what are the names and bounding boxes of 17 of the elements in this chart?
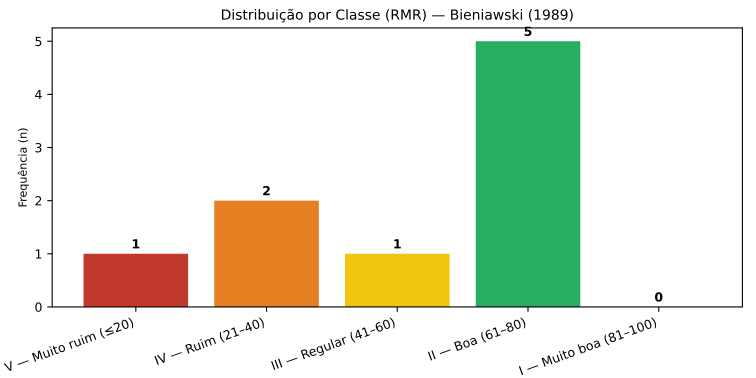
bar	[84, 254, 188, 307]
bar	[344, 254, 450, 307]
chart-title: Distribuição por Classe (RMR) — Bieniawski (1989)	[222, 8, 573, 23]
y-tick-label: 4	[35, 90, 42, 100]
y-tick-label: 5	[35, 36, 42, 46]
data-label: 1	[132, 239, 140, 248]
data-label: 2	[263, 186, 270, 196]
y-tick-label: 0	[35, 302, 42, 312]
data-label: 0	[654, 292, 662, 302]
y-tick-label: 2	[35, 196, 42, 206]
y-axis-title: Frequência (n)	[18, 128, 29, 206]
bar	[214, 200, 319, 307]
y-tick-label: 1	[36, 249, 42, 259]
x-tick-label: V — Muito ruim (≤20)	[4, 317, 134, 374]
y-tick-label: 3	[35, 143, 42, 152]
bar	[476, 41, 580, 307]
data-label: 1	[394, 239, 401, 248]
